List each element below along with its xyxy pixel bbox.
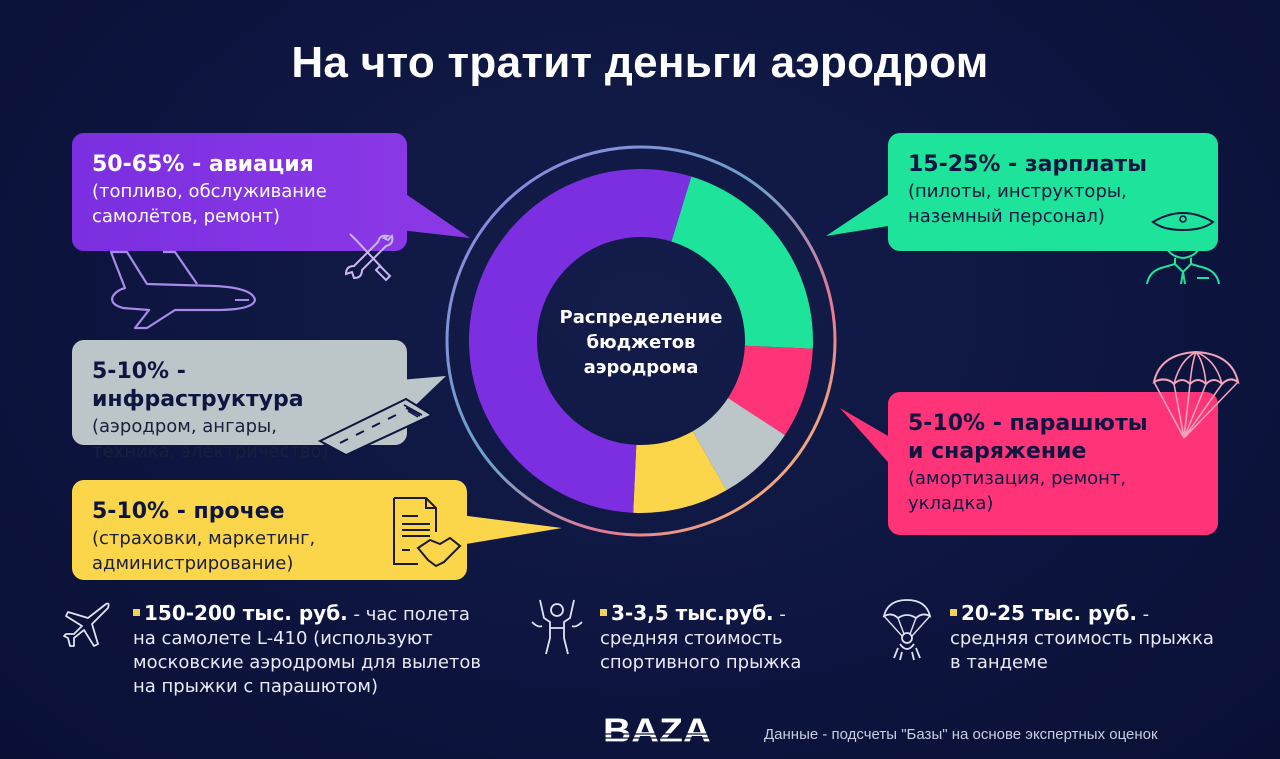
center-label-line: аэродрома [583, 357, 699, 378]
bullet-icon [133, 608, 140, 616]
bullet-icon [600, 608, 607, 616]
donut-slice [671, 176, 813, 349]
callout-detail: самолётов, ремонт) [92, 206, 281, 227]
fact-text: - час полета [347, 604, 470, 625]
parachute-icon [1152, 350, 1240, 439]
fact-text: - [773, 604, 786, 625]
page-title: На что тратит деньги аэродром [291, 38, 989, 87]
callout-heading: 5-10% - прочее [92, 499, 285, 524]
outer-ring [445, 145, 837, 537]
callout-detail: администрирование) [92, 553, 294, 574]
fact-value: 20-25 тыс. руб. [961, 601, 1137, 625]
runway-icon [318, 397, 435, 457]
baza-logo: BAZA [603, 714, 713, 748]
airplane-outline-icon [109, 250, 257, 330]
fact-text: на самолете L-410 (используют [133, 628, 433, 649]
callout-detail: техника, электричество) [92, 441, 329, 462]
callout-heading: 15-25% - зарплаты [908, 152, 1148, 177]
airplane-icon [63, 602, 110, 647]
budget-donut-chart [441, 141, 841, 541]
donut-slices [468, 168, 813, 513]
callout-infrastructure: 5-10% - инфраструктура (аэродром, ангары… [72, 340, 407, 462]
wrench-screwdriver-icon [344, 233, 394, 282]
fact-text: средняя стоимость прыжка [950, 628, 1214, 649]
fact-value: 3-3,5 тыс.руб. [611, 601, 774, 625]
center-label-line: Распределение [559, 307, 723, 328]
callout-detail: (топливо, обслуживание [92, 181, 327, 202]
fact-text: - [1136, 604, 1150, 625]
callout-heading: 5-10% - инфраструктура [92, 359, 304, 412]
fact-text: средняя стоимость [600, 628, 783, 649]
callout-heading: 50-65% - авиация [92, 152, 314, 177]
callout-detail: укладка) [908, 493, 994, 514]
donut-center-label: Распределение бюджетов аэродрома [541, 305, 741, 380]
tandem-parachute-icon [882, 599, 932, 661]
bullet-icon [950, 608, 957, 616]
skydiver-icon [531, 599, 583, 655]
fact-text: спортивного прыжка [600, 652, 802, 673]
source-note: Данные - подсчеты "Базы" на основе экспе… [764, 726, 1158, 743]
donut-slice [692, 397, 785, 491]
donut-slice [728, 345, 813, 436]
fact-text: на прыжки с парашютом) [133, 676, 379, 697]
donut-slice [468, 168, 692, 513]
fact-value: 150-200 тыс. руб. [144, 601, 348, 625]
callout-heading: 5-10% - парашюты [908, 411, 1148, 436]
callout-detail: (амортизация, ремонт, [908, 468, 1127, 489]
callout-detail: (аэродром, ангары, [92, 416, 277, 437]
fact-flight-hour: 150-200 тыс. руб. - час полета на самоле… [133, 601, 523, 699]
callout-detail: наземный персонал) [908, 206, 1105, 227]
callout-parachutes: 5-10% - парашюты и снаряжение (амортизац… [888, 392, 1218, 535]
callout-heading: и снаряжение [908, 439, 1087, 464]
callout-salary: 15-25% - зарплаты (пилоты, инструкторы, … [888, 133, 1218, 251]
center-label-line: бюджетов [586, 332, 696, 353]
callout-detail: (страховки, маркетинг, [92, 528, 316, 549]
donut-slice [633, 431, 727, 513]
fact-text: в тандеме [950, 652, 1048, 673]
pilot-icon [1146, 212, 1220, 285]
fact-tandem-jump: 20-25 тыс. руб. - средняя стоимость прыж… [950, 601, 1250, 675]
fact-sport-jump: 3-3,5 тыс.руб. - средняя стоимость спорт… [600, 601, 860, 675]
callout-aviation: 50-65% - авиация (топливо, обслуживание … [72, 133, 407, 251]
fact-text: московские аэродромы для вылетов [133, 652, 481, 673]
callout-detail: (пилоты, инструкторы, [908, 181, 1127, 202]
contract-handshake-icon [393, 497, 462, 568]
